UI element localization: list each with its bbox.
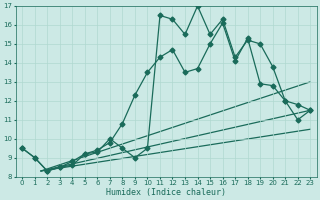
X-axis label: Humidex (Indice chaleur): Humidex (Indice chaleur)	[106, 188, 226, 197]
